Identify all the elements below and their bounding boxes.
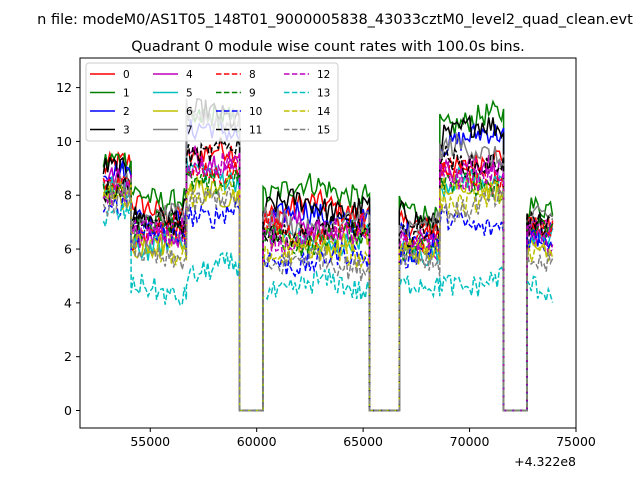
y-tick-label: 12 xyxy=(56,80,72,95)
x-tick-label: 70000 xyxy=(450,434,490,449)
figure-suptitle: n file: modeM0/AS1T05_148T01_9000005838_… xyxy=(37,12,633,28)
legend-label-5: 5 xyxy=(186,88,193,100)
legend-label-8: 8 xyxy=(249,69,256,81)
series-line-7 xyxy=(103,98,554,412)
x-tick-label: 55000 xyxy=(130,434,170,449)
y-tick-label: 10 xyxy=(56,134,72,149)
series-line-11 xyxy=(102,137,553,412)
legend-label-11: 11 xyxy=(249,125,262,137)
y-tick-label: 6 xyxy=(64,242,72,257)
x-axis: 55000 60000 65000 70000 75000 xyxy=(130,428,596,449)
legend-label-3: 3 xyxy=(123,125,130,137)
chart-title: Quadrant 0 module wise count rates with … xyxy=(131,39,525,55)
series-layer xyxy=(102,97,554,412)
y-tick-label: 8 xyxy=(64,188,72,203)
legend-label-9: 9 xyxy=(249,88,256,100)
legend-label-13: 13 xyxy=(317,88,330,100)
x-tick-label: 65000 xyxy=(343,434,383,449)
legend-box xyxy=(85,62,339,142)
series-line-12 xyxy=(102,151,554,412)
x-offset-label: +4.322e8 xyxy=(514,454,576,469)
legend-label-7: 7 xyxy=(186,125,193,137)
series-line-0 xyxy=(102,137,554,412)
legend-label-12: 12 xyxy=(317,69,330,81)
legend-label-15: 15 xyxy=(317,125,330,137)
legend-label-1: 1 xyxy=(123,88,130,100)
legend-label-10: 10 xyxy=(249,106,262,118)
legend-label-6: 6 xyxy=(186,106,193,118)
y-tick-label: 2 xyxy=(64,349,72,364)
x-tick-label: 60000 xyxy=(237,434,277,449)
x-tick-label: 75000 xyxy=(556,434,596,449)
y-tick-label: 0 xyxy=(64,403,72,418)
legend-label-0: 0 xyxy=(123,69,130,81)
legend-label-14: 14 xyxy=(317,106,331,118)
series-line-3 xyxy=(102,97,554,412)
series-line-15 xyxy=(102,185,554,412)
legend-label-4: 4 xyxy=(186,69,193,81)
y-axis: 0 2 4 6 8 10 12 xyxy=(56,80,80,418)
series-line-13 xyxy=(102,199,554,412)
series-line-1 xyxy=(102,99,554,412)
legend-label-2: 2 xyxy=(123,106,130,118)
y-tick-label: 4 xyxy=(64,295,72,310)
plot-frame xyxy=(79,57,577,429)
